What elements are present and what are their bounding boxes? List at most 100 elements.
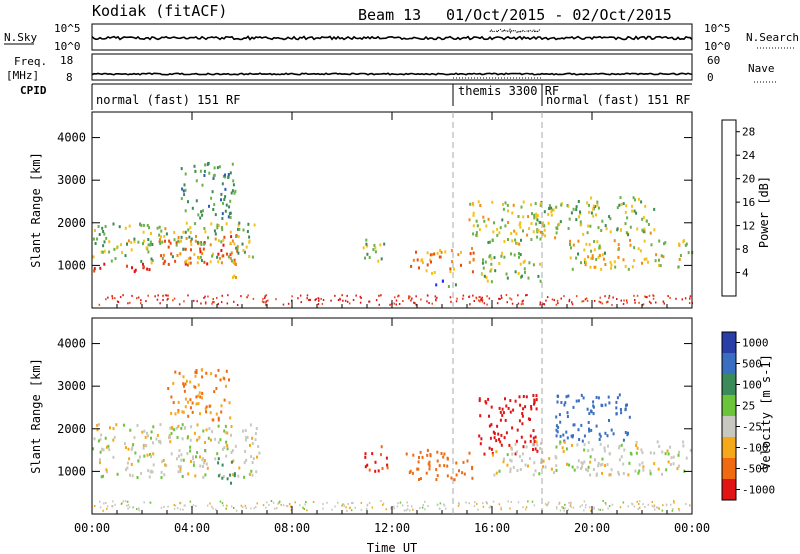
range-gate-cell (620, 411, 623, 415)
range-gate-cell (547, 221, 550, 225)
x-axis-label: Time UT (367, 541, 418, 554)
range-gate-cell (161, 460, 164, 464)
range-gate-cell (577, 459, 580, 463)
range-gate-cell (179, 252, 182, 256)
range-gate-cell (592, 214, 595, 218)
range-gate-cell (309, 298, 311, 301)
range-gate-cell (580, 423, 583, 427)
range-gate-cell (187, 414, 190, 418)
range-gate-cell (94, 229, 96, 232)
range-gate-cell (622, 303, 625, 305)
cpid-segment-1: normal (fast) 151 RF (96, 93, 241, 107)
range-gate-cell (571, 303, 574, 306)
range-gate-cell (364, 455, 367, 459)
range-gate-cell (126, 504, 128, 507)
range-gate-cell (108, 240, 111, 244)
range-gate-cell (642, 465, 645, 469)
range-gate-cell (346, 300, 349, 303)
range-gate-cell (465, 501, 467, 504)
range-gate-cell (520, 238, 522, 242)
range-gate-cell (220, 198, 222, 202)
range-gate-cell (617, 255, 620, 259)
range-gate-cell (513, 253, 516, 257)
range-gate-cell (187, 294, 189, 297)
range-gate-cell (228, 378, 230, 382)
range-gate-cell (469, 202, 472, 206)
range-gate-cell (244, 429, 247, 432)
range-gate-cell (604, 403, 607, 407)
range-gate-cell (93, 437, 96, 441)
range-gate-cell (222, 475, 225, 478)
range-gate-cell (145, 300, 147, 303)
range-gate-cell (580, 261, 582, 265)
range-gate-cell (223, 398, 226, 402)
range-gate-cell (490, 505, 492, 508)
nave-tick-bottom: 0 (707, 71, 714, 84)
range-gate-cell (180, 239, 183, 243)
range-gate-cell (302, 506, 304, 509)
range-gate-cell (665, 504, 668, 507)
range-gate-cell (598, 244, 601, 248)
range-gate-cell (230, 425, 233, 428)
range-gate-cell (211, 254, 214, 258)
range-gate-cell (412, 508, 414, 511)
range-gate-cell (610, 263, 613, 267)
range-gate-cell (627, 267, 630, 271)
range-gate-cell (210, 196, 213, 200)
range-gate-cell (530, 222, 533, 225)
range-gate-cell (545, 299, 547, 302)
range-gate-cell (133, 436, 136, 440)
range-gate-cell (192, 463, 195, 467)
range-gate-cell (330, 299, 332, 302)
range-gate-cell (442, 279, 444, 283)
range-gate-cell (167, 505, 169, 508)
range-gate-cell (539, 202, 542, 206)
range-gate-cell (514, 238, 517, 242)
range-gate-cell (431, 253, 434, 257)
range-gate-cell (209, 502, 211, 505)
colorbar-tick-label: 500 (742, 358, 762, 371)
range-gate-cell (593, 506, 595, 509)
range-gate-cell (613, 260, 616, 264)
range-gate-cell (553, 471, 556, 475)
range-gate-cell (539, 301, 542, 304)
range-gate-cell (214, 374, 217, 378)
range-gate-cell (540, 441, 543, 445)
range-gate-cell (288, 503, 291, 505)
range-gate-cell (427, 505, 429, 507)
range-gate-cell (98, 461, 101, 465)
range-gate-cell (193, 299, 195, 302)
range-gate-cell (558, 222, 561, 226)
range-gate-cell (405, 509, 407, 512)
range-gate-cell (662, 504, 664, 507)
range-gate-cell (214, 213, 217, 217)
range-gate-cell (588, 429, 591, 433)
range-gate-cell (446, 456, 449, 460)
range-gate-cell (172, 299, 174, 302)
range-gate-cell (499, 418, 502, 422)
range-gate-cell (599, 463, 602, 467)
range-gate-cell (263, 301, 265, 304)
range-gate-cell (175, 457, 178, 461)
range-gate-cell (92, 237, 95, 241)
range-gate-cell (396, 505, 399, 508)
range-gate-cell (221, 502, 224, 505)
range-gate-cell (519, 253, 522, 257)
range-gate-cell (675, 297, 677, 300)
range-gate-cell (405, 452, 408, 456)
range-gate-cell (415, 303, 417, 306)
range-gate-cell (587, 255, 590, 259)
range-gate-cell (622, 501, 625, 504)
range-gate-cell (220, 410, 223, 414)
range-gate-cell (640, 448, 643, 452)
range-gate-cell (204, 473, 207, 477)
range-gate-cell (667, 452, 670, 456)
range-gate-cell (286, 505, 289, 508)
range-gate-cell (521, 274, 524, 278)
range-gate-cell (142, 262, 144, 266)
range-gate-cell (221, 294, 223, 297)
range-gate-cell (438, 464, 441, 468)
range-gate-cell (248, 235, 251, 239)
